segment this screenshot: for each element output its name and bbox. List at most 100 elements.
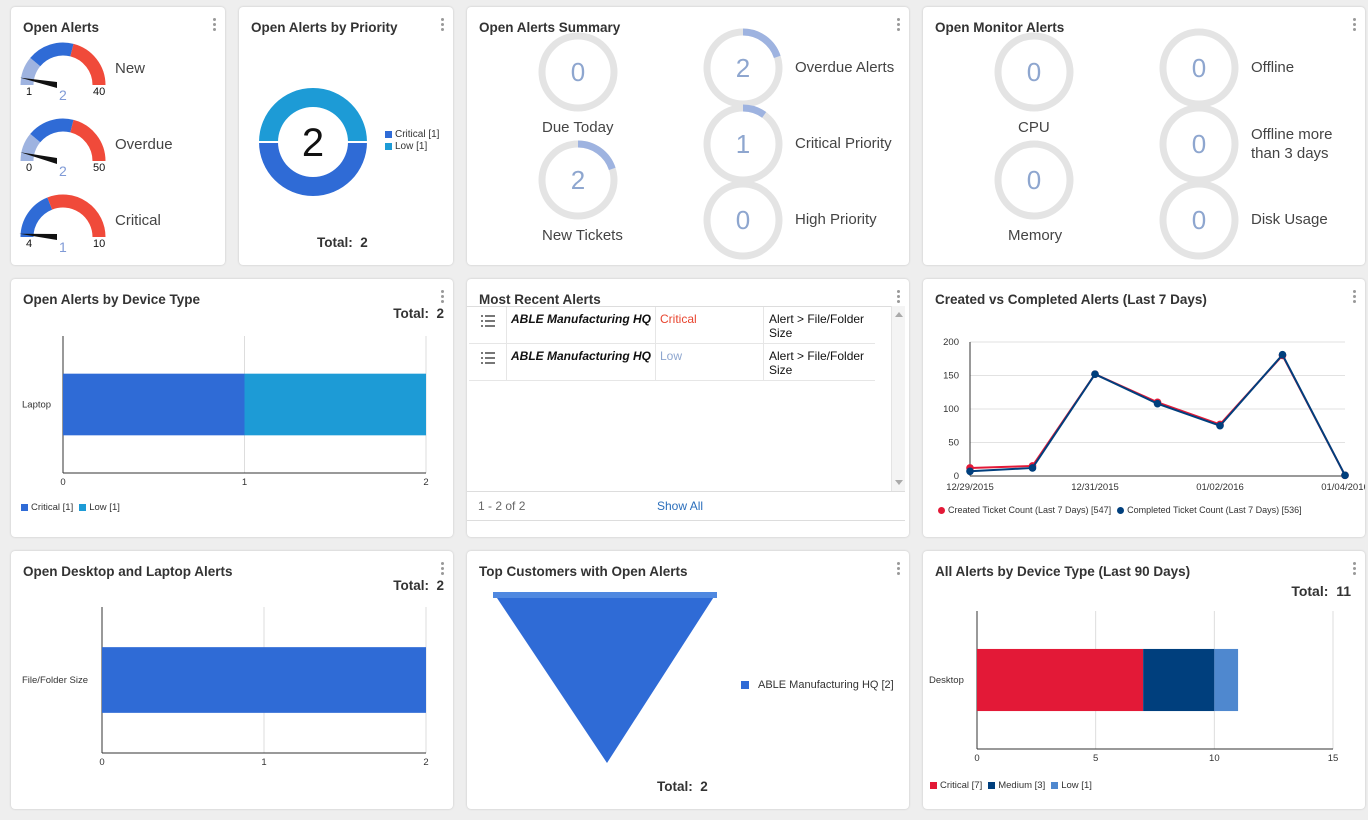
card-title: Open Alerts by Priority [251, 20, 398, 35]
alert-type-cell: Alert > File/Folder Size [769, 349, 864, 377]
x-tick-label: 2 [423, 477, 428, 488]
list-icon[interactable] [481, 352, 497, 364]
card-title: Top Customers with Open Alerts [479, 564, 688, 579]
summary-ring[interactable]: 0 [533, 27, 623, 117]
show-all-link[interactable]: Show All [657, 499, 704, 513]
ring-value: 0 [1192, 205, 1206, 235]
monitor-ring[interactable]: 0 [1154, 99, 1244, 189]
total-caption: Total: [317, 235, 353, 250]
device-type-card: Open Alerts by Device Type Total: 2 0 1 2 L… [11, 279, 453, 537]
kebab-menu-icon[interactable] [439, 562, 445, 578]
kebab-menu-icon[interactable] [439, 18, 445, 34]
cell-divider [763, 344, 764, 381]
summary-ring[interactable]: 2 [533, 135, 623, 225]
customer-cell[interactable]: ABLE Manufacturing HQ [511, 312, 651, 326]
table-row[interactable]: ABLE Manufacturing HQ Critical Alert > Fil… [469, 307, 875, 344]
summary-label: Overdue Alerts [795, 59, 895, 76]
alert-type-line: Size [769, 363, 793, 377]
summary-ring[interactable]: 1 [698, 99, 788, 189]
legend-label: Low [1] [1061, 780, 1092, 791]
kebab-menu-icon[interactable] [895, 18, 901, 34]
bar-segment[interactable] [1143, 648, 1215, 712]
monitor-ring[interactable]: 0 [1154, 23, 1244, 113]
legend-swatch [930, 781, 937, 789]
ring-track [1159, 180, 1239, 260]
legend-item-created[interactable]: Created Ticket Count (Last 7 Days) [547] [938, 505, 1111, 515]
legend-item-medium[interactable]: Medium [3] [988, 780, 1045, 791]
legend-item-low[interactable]: Low [1] [79, 502, 120, 513]
list-icon-bar [481, 357, 483, 359]
gauge-value-label: 2 [59, 163, 67, 179]
ring-value: 1 [736, 129, 750, 159]
monitor-label-line2: than 3 days [1251, 145, 1329, 162]
list-icon[interactable] [481, 315, 497, 327]
legend-label: Critical [1] [31, 502, 74, 513]
open-alerts-card: Open Alerts 1 2 40 New 0 2 50 Overdue 4 1 10 Critic… [11, 7, 225, 265]
total-caption: Total: [393, 578, 429, 593]
summary-ring[interactable]: 2 [698, 23, 788, 113]
alert-type-cell: Alert > File/Folder Size [769, 312, 864, 340]
series-line[interactable] [969, 352, 1346, 476]
bar-segment[interactable] [1214, 648, 1239, 712]
legend-item-low[interactable]: Low [1] [1051, 780, 1092, 791]
legend-item-critical[interactable]: Critical [1] [385, 129, 439, 140]
scroll-up-arrow-icon[interactable] [895, 312, 903, 317]
device-type-legend: Critical [1] Low [1] [21, 502, 120, 513]
bar-segment[interactable] [102, 647, 426, 713]
kebab-menu-icon[interactable] [1351, 18, 1357, 34]
donut-slice-critical[interactable] [259, 142, 367, 196]
gauge-band-mid [30, 118, 74, 143]
monitor-ring[interactable]: 0 [989, 135, 1079, 225]
cell-divider [506, 307, 507, 344]
table-scrollbar[interactable] [891, 306, 905, 491]
legend-item-completed[interactable]: Completed Ticket Count (Last 7 Days) [53… [1117, 505, 1302, 515]
legend-item-low[interactable]: Low [1] [385, 141, 427, 152]
series-line[interactable] [969, 353, 1346, 476]
x-tick-label: 12/31/2015 [1071, 482, 1119, 493]
donut-slice-low[interactable] [259, 88, 367, 142]
kebab-menu-icon[interactable] [211, 18, 217, 34]
data-point[interactable] [1216, 421, 1224, 430]
data-point[interactable] [1278, 350, 1287, 359]
monitor-ring[interactable]: 0 [989, 27, 1079, 117]
funnel-chart [493, 592, 717, 763]
data-point[interactable] [1028, 464, 1037, 472]
gauge-min-label: 4 [26, 238, 33, 250]
summary-label: High Priority [795, 211, 877, 228]
legend-swatch [988, 781, 996, 789]
card-title: Open Alerts by Device Type [23, 292, 201, 307]
monitor-ring[interactable]: 0 [1154, 175, 1244, 265]
funnel-legend[interactable]: ABLE Manufacturing HQ [2] [741, 679, 894, 691]
funnel-segment[interactable] [493, 592, 717, 763]
card-title: All Alerts by Device Type (Last 90 Days) [935, 564, 1191, 579]
pager-text: 1 - 2 of 2 [478, 499, 526, 513]
gauge-title: Overdue [115, 136, 173, 153]
total-caption: Total: [393, 306, 429, 321]
bar-segment[interactable] [977, 648, 1144, 712]
y-tick-label: 50 [948, 438, 959, 449]
data-point[interactable] [1091, 370, 1099, 378]
scroll-down-arrow-icon[interactable] [895, 480, 903, 485]
ring-value: 0 [1192, 129, 1206, 159]
kebab-menu-icon[interactable] [895, 290, 901, 306]
legend-swatch [21, 503, 28, 511]
ring-value: 2 [736, 53, 750, 83]
customer-cell[interactable]: ABLE Manufacturing HQ [511, 349, 651, 363]
data-point[interactable] [1153, 399, 1162, 408]
kebab-menu-icon[interactable] [1351, 562, 1357, 578]
list-icon-bar [481, 362, 483, 364]
kebab-menu-icon[interactable] [1351, 290, 1357, 306]
data-point[interactable] [1341, 471, 1349, 480]
summary-ring[interactable]: 0 [698, 175, 788, 265]
legend-item-critical[interactable]: Critical [1] [21, 502, 73, 513]
kebab-menu-icon[interactable] [439, 290, 445, 306]
all-alerts-card: All Alerts by Device Type (Last 90 Days)… [923, 551, 1365, 809]
data-point[interactable] [966, 467, 974, 476]
bar-segment[interactable] [63, 373, 245, 436]
legend-item-critical[interactable]: Critical [7] [930, 780, 982, 791]
gauge-max-label: 40 [93, 86, 106, 98]
kebab-menu-icon[interactable] [895, 562, 901, 578]
table-row[interactable]: ABLE Manufacturing HQ Low Alert > File/Fol… [469, 344, 875, 381]
funnel-cap [493, 592, 717, 598]
bar-segment[interactable] [244, 373, 427, 436]
